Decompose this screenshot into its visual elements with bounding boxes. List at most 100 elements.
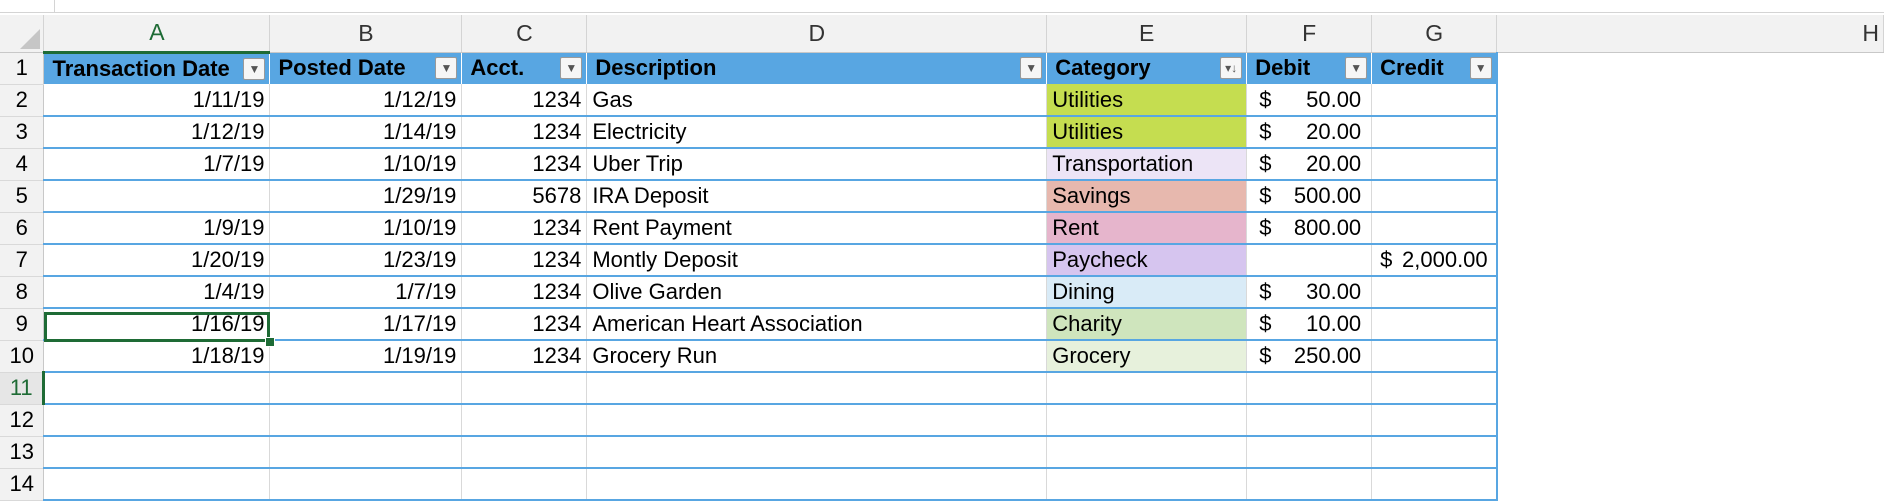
description-cell[interactable]: Olive Garden bbox=[586, 276, 1048, 309]
column-header-d[interactable]: D bbox=[586, 15, 1048, 53]
cell[interactable] bbox=[1246, 436, 1373, 469]
debit-cell[interactable]: $800.00 bbox=[1246, 212, 1373, 245]
cell[interactable] bbox=[1497, 52, 1884, 84]
cell[interactable] bbox=[43, 372, 271, 405]
posted-date-cell[interactable]: 1/7/19 bbox=[269, 276, 463, 309]
row-header[interactable]: 1 bbox=[0, 52, 45, 85]
posted-date-cell[interactable]: 1/17/19 bbox=[269, 308, 463, 341]
row-header[interactable]: 11 bbox=[0, 372, 46, 405]
row-header[interactable]: 7 bbox=[0, 244, 45, 277]
column-header-b[interactable]: B bbox=[269, 15, 463, 53]
acct-cell[interactable]: 1234 bbox=[461, 148, 588, 181]
column-header-a[interactable]: A bbox=[43, 15, 271, 54]
cell[interactable] bbox=[1046, 404, 1248, 437]
cell[interactable] bbox=[1497, 276, 1884, 308]
debit-cell[interactable] bbox=[1246, 244, 1373, 277]
posted-date-cell[interactable]: 1/19/19 bbox=[269, 340, 463, 373]
posted-date-cell[interactable]: 1/23/19 bbox=[269, 244, 463, 277]
column-header-g[interactable]: G bbox=[1371, 15, 1498, 53]
category-cell[interactable]: Utilities bbox=[1046, 84, 1248, 117]
credit-cell[interactable] bbox=[1371, 340, 1498, 373]
category-cell[interactable]: Dining bbox=[1046, 276, 1248, 309]
description-cell[interactable]: American Heart Association bbox=[586, 308, 1048, 341]
cell[interactable] bbox=[461, 372, 588, 405]
cell[interactable] bbox=[1497, 436, 1884, 468]
credit-cell[interactable] bbox=[1371, 308, 1498, 341]
transaction-date-cell[interactable]: 1/4/19 bbox=[43, 276, 271, 309]
cell[interactable] bbox=[1497, 468, 1884, 500]
category-cell[interactable]: Grocery bbox=[1046, 340, 1248, 373]
category-cell[interactable]: Utilities bbox=[1046, 116, 1248, 149]
cell[interactable] bbox=[1497, 404, 1884, 436]
description-cell[interactable]: Rent Payment bbox=[586, 212, 1048, 245]
transaction-date-cell[interactable]: 1/20/19 bbox=[43, 244, 271, 277]
row-header[interactable]: 2 bbox=[0, 84, 45, 117]
cell[interactable] bbox=[1046, 468, 1248, 501]
cell[interactable] bbox=[1246, 372, 1373, 405]
description-cell[interactable]: Grocery Run bbox=[586, 340, 1048, 373]
cell[interactable] bbox=[1497, 116, 1884, 148]
posted-date-cell[interactable]: 1/29/19 bbox=[269, 180, 463, 213]
acct-cell[interactable]: 1234 bbox=[461, 244, 588, 277]
description-cell[interactable]: Montly Deposit bbox=[586, 244, 1048, 277]
cell[interactable] bbox=[1371, 468, 1498, 501]
cell[interactable] bbox=[1497, 244, 1884, 276]
debit-cell[interactable]: $10.00 bbox=[1246, 308, 1373, 341]
row-header[interactable]: 4 bbox=[0, 148, 45, 181]
cell[interactable] bbox=[269, 436, 463, 469]
cell[interactable] bbox=[1046, 436, 1248, 469]
cell[interactable] bbox=[43, 468, 271, 501]
description-cell[interactable]: IRA Deposit bbox=[586, 180, 1048, 213]
credit-cell[interactable] bbox=[1371, 276, 1498, 309]
credit-cell[interactable] bbox=[1371, 180, 1498, 213]
cell[interactable] bbox=[43, 404, 271, 437]
cell[interactable] bbox=[586, 468, 1048, 501]
filter-dropdown-icon[interactable]: ▼ bbox=[435, 56, 458, 79]
cell[interactable] bbox=[461, 404, 588, 437]
filter-dropdown-icon[interactable]: ▼ bbox=[560, 56, 583, 79]
filter-dropdown-icon[interactable]: ▼ bbox=[243, 57, 266, 80]
row-header[interactable]: 5 bbox=[0, 180, 45, 213]
posted-date-cell[interactable]: 1/10/19 bbox=[269, 212, 463, 245]
transaction-date-cell[interactable]: 1/7/19 bbox=[43, 148, 271, 181]
cell[interactable] bbox=[43, 436, 271, 469]
cell[interactable] bbox=[1497, 180, 1884, 212]
column-header-e[interactable]: E bbox=[1046, 15, 1248, 53]
transaction-date-cell[interactable] bbox=[43, 180, 271, 213]
cell[interactable] bbox=[461, 436, 588, 469]
column-header-f[interactable]: F bbox=[1246, 15, 1373, 53]
column-header-c[interactable]: C bbox=[461, 15, 588, 53]
cell[interactable] bbox=[269, 468, 463, 501]
row-header[interactable]: 10 bbox=[0, 340, 45, 373]
cell[interactable] bbox=[1371, 372, 1498, 405]
cell[interactable] bbox=[586, 404, 1048, 437]
cell[interactable] bbox=[1371, 404, 1498, 437]
category-cell[interactable]: Savings bbox=[1046, 180, 1248, 213]
credit-cell[interactable] bbox=[1371, 212, 1498, 245]
cell[interactable] bbox=[1497, 148, 1884, 180]
row-header[interactable]: 3 bbox=[0, 116, 45, 149]
category-cell[interactable]: Transportation bbox=[1046, 148, 1248, 181]
description-cell[interactable]: Electricity bbox=[586, 116, 1048, 149]
credit-cell[interactable] bbox=[1371, 84, 1498, 117]
select-all-corner[interactable] bbox=[0, 15, 45, 53]
credit-cell[interactable] bbox=[1371, 116, 1498, 149]
row-header[interactable]: 6 bbox=[0, 212, 45, 245]
acct-cell[interactable]: 1234 bbox=[461, 340, 588, 373]
filter-dropdown-icon[interactable]: ▼ bbox=[1469, 56, 1492, 79]
row-header[interactable]: 9 bbox=[0, 308, 45, 341]
row-header[interactable]: 12 bbox=[0, 404, 45, 437]
debit-cell[interactable]: $20.00 bbox=[1246, 148, 1373, 181]
filter-dropdown-icon[interactable]: ▼ bbox=[1345, 56, 1368, 79]
acct-cell[interactable]: 1234 bbox=[461, 212, 588, 245]
category-cell[interactable]: Charity bbox=[1046, 308, 1248, 341]
debit-cell[interactable]: $30.00 bbox=[1246, 276, 1373, 309]
cell[interactable] bbox=[1497, 212, 1884, 244]
cell[interactable] bbox=[1497, 308, 1884, 340]
acct-cell[interactable]: 1234 bbox=[461, 84, 588, 117]
category-cell[interactable]: Paycheck bbox=[1046, 244, 1248, 277]
debit-cell[interactable]: $500.00 bbox=[1246, 180, 1373, 213]
cell[interactable] bbox=[1246, 404, 1373, 437]
row-header[interactable]: 8 bbox=[0, 276, 45, 309]
posted-date-cell[interactable]: 1/12/19 bbox=[269, 84, 463, 117]
